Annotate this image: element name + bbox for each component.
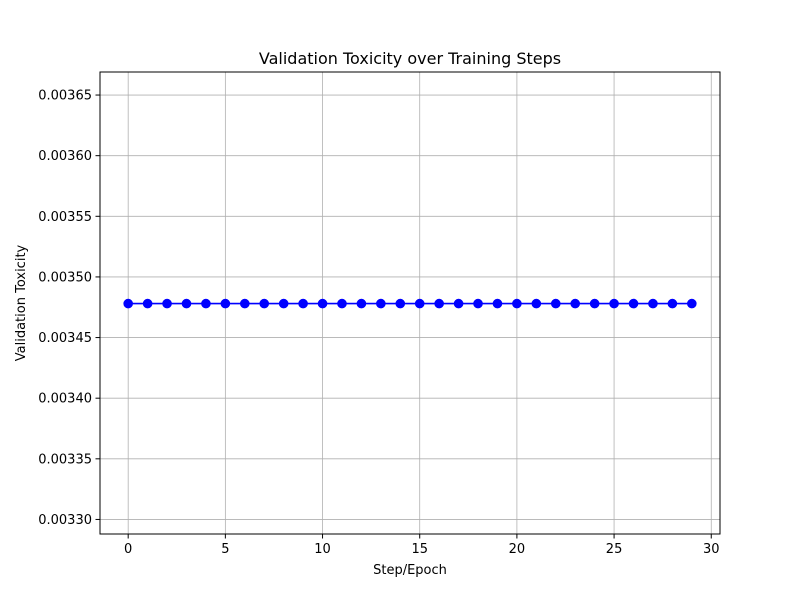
data-point (512, 298, 522, 309)
x-tick-label: 5 (221, 542, 229, 557)
x-tick-label: 20 (509, 542, 526, 557)
data-point (589, 298, 600, 309)
data-point (142, 298, 153, 309)
y-tick-label: 0.00350 (38, 270, 92, 285)
chart-title: Validation Toxicity over Training Steps (259, 49, 561, 68)
x-tick-label: 0 (124, 542, 132, 557)
data-point (298, 298, 308, 309)
x-tick-label: 15 (411, 542, 428, 557)
data-point (317, 298, 328, 309)
data-point (609, 298, 619, 309)
data-point (414, 298, 425, 309)
data-point (162, 298, 172, 309)
x-axis-label: Step/Epoch (373, 563, 447, 578)
x-tick-label: 10 (314, 542, 331, 557)
data-point (648, 298, 658, 309)
data-point (667, 298, 678, 309)
data-point (550, 298, 561, 309)
series-layer (123, 298, 697, 309)
x-tick-label: 25 (606, 542, 623, 557)
data-point (628, 298, 639, 309)
data-point (201, 298, 211, 309)
y-tick-label: 0.00330 (38, 513, 92, 528)
y-tick-label: 0.00335 (38, 452, 92, 467)
data-point (434, 298, 444, 309)
y-tick-label: 0.00340 (38, 392, 92, 407)
data-point (687, 298, 697, 309)
grid (100, 72, 720, 534)
data-point (239, 298, 250, 309)
data-point (220, 298, 231, 309)
y-axis-label: Validation Toxicity (14, 244, 29, 361)
data-point (395, 298, 406, 309)
data-point (337, 298, 347, 309)
data-point (570, 298, 581, 309)
x-tick-label: 30 (703, 542, 720, 557)
y-tick-label: 0.00345 (38, 331, 92, 346)
data-point (473, 298, 483, 309)
data-point (531, 298, 542, 309)
data-point (376, 298, 386, 309)
data-point (259, 298, 270, 309)
data-point (181, 298, 192, 309)
data-point (492, 298, 503, 309)
data-point (123, 298, 133, 309)
y-tick-label: 0.00365 (38, 89, 92, 104)
plot-frame (99, 71, 721, 535)
y-tick-label: 0.00355 (38, 210, 92, 225)
y-tick-label: 0.00360 (38, 149, 92, 164)
data-point (453, 298, 464, 309)
data-point (278, 298, 289, 309)
x-axis-ticks: 0 5 10 15 20 25 30 (124, 534, 720, 557)
y-axis-ticks: 0.00330 0.00335 0.00340 0.00345 0.00350 0.003… (38, 89, 100, 528)
data-point (356, 298, 367, 309)
